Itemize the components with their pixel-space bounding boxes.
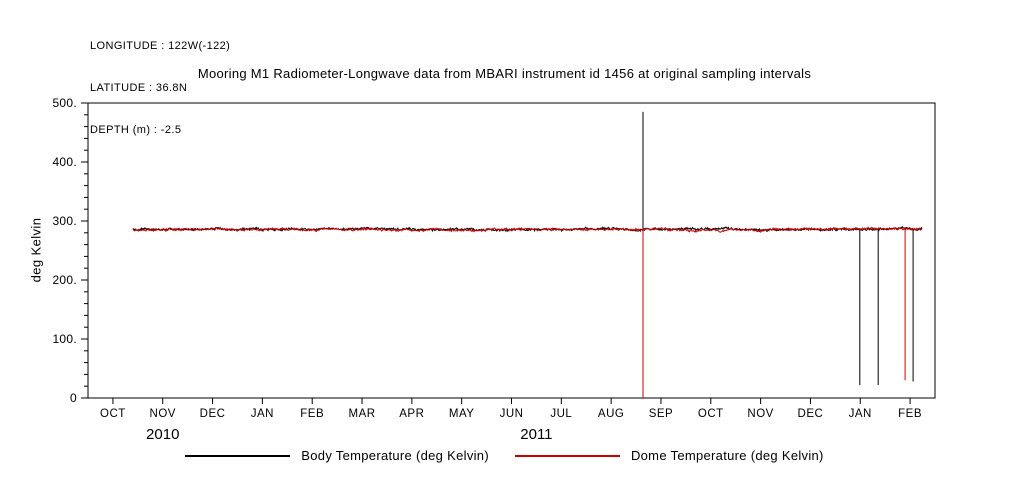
month-label: SEP [649,408,674,420]
longitude-label: LONGITUDE : 122W(-122) [90,40,231,52]
month-label: FEB [898,408,922,420]
body-temperature-line-swatch [185,454,291,457]
header-metadata: LONGITUDE : 122W(-122) LATITUDE : 36.8N … [90,11,230,165]
legend-label-body: Body Temperature (deg Kelvin) [301,448,489,463]
month-label: JAN [849,408,872,420]
month-label: NOV [150,408,176,420]
year-label: 2011 [520,426,552,443]
latitude-label: LATITUDE : 36.8N [90,82,188,94]
y-tick-label: 0 [70,391,77,405]
month-label: JUN [500,408,524,420]
month-label: OCT [698,408,724,420]
dome-temperature-line-swatch [514,454,620,457]
axis-box [87,102,936,399]
legend: Body Temperature (deg Kelvin) Dome Tempe… [0,448,1009,463]
y-tick-label: 400. [52,155,77,169]
y-tick-label: 300. [52,214,77,228]
month-label: MAR [348,408,375,420]
month-label: OCT [100,408,126,420]
y-tick-label: 100. [52,332,77,346]
body-temperature-series [132,111,923,385]
month-label: AUG [598,408,624,420]
dome-temperature-series [132,226,923,398]
month-label: APR [399,408,424,420]
depth-label: DEPTH (m) : -2.5 [90,124,182,136]
legend-label-dome: Dome Temperature (deg Kelvin) [630,448,824,463]
month-label: JUL [550,408,572,420]
month-label: MAY [449,408,475,420]
month-label: NOV [747,408,773,420]
month-label: JAN [251,408,274,420]
year-label: 2010 [146,426,179,443]
y-tick-label: 200. [52,273,77,287]
chart-title: Mooring M1 Radiometer-Longwave data from… [197,66,812,81]
legend-entry-dome: Dome Temperature (deg Kelvin) [514,448,824,463]
month-label: DEC [798,408,824,420]
y-tick-label: 500. [52,96,77,110]
month-label: DEC [200,408,226,420]
legend-entry-body: Body Temperature (deg Kelvin) [185,448,489,463]
month-label: FEB [300,408,324,420]
